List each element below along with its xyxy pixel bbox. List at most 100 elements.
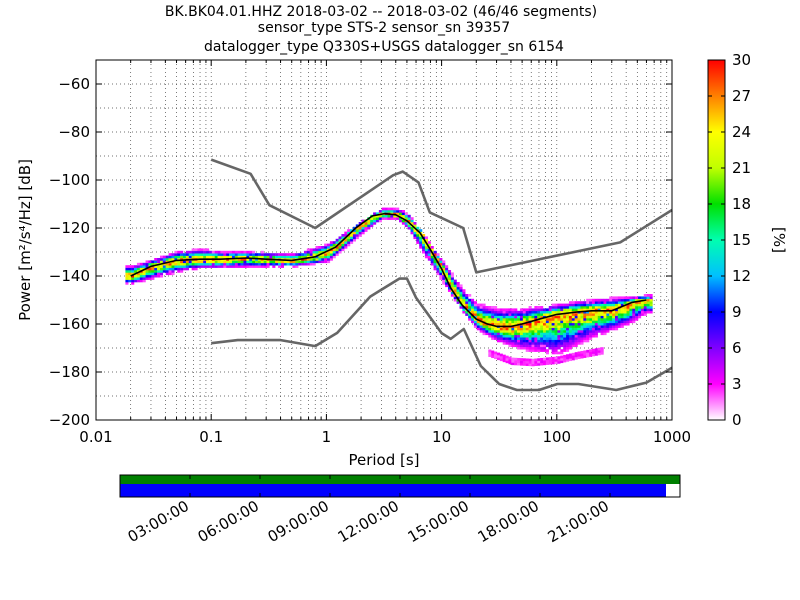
heatmap-cell (528, 332, 532, 336)
heatmap-cell (476, 327, 480, 331)
heatmap-cell (145, 262, 149, 266)
y-tick-label: −100 (49, 171, 90, 189)
heatmap-cell (600, 301, 604, 304)
heatmap-cell (249, 265, 253, 268)
heatmap-cell (174, 250, 178, 254)
heatmap-cell (511, 334, 515, 338)
heatmap-cell (557, 318, 561, 321)
heatmap-cell (537, 332, 541, 336)
heatmap-cell (174, 255, 178, 259)
heatmap-cell (505, 313, 509, 316)
heatmap-cell (439, 260, 443, 264)
heatmap-cell (151, 272, 155, 276)
heatmap-cell (197, 265, 201, 268)
heatmap-cell (125, 272, 129, 276)
heatmap-cell (422, 246, 426, 249)
heatmap-cell (540, 349, 544, 352)
heatmap-cell (499, 337, 503, 340)
heatmap-cell (234, 262, 238, 266)
heatmap-cell (519, 308, 524, 312)
heatmap-cell (243, 250, 247, 254)
heatmap-cell (465, 298, 469, 302)
heatmap-cell (142, 274, 146, 278)
heatmap-cell (459, 294, 463, 297)
heatmap-cell (591, 348, 596, 352)
heatmap-cell (148, 262, 152, 266)
heatmap-cell (194, 248, 198, 252)
time-tick-label: 12:00:00 (335, 497, 402, 546)
heatmap-cell (249, 260, 253, 264)
heatmap-cell (312, 248, 316, 252)
heatmap-cell (309, 260, 313, 264)
heatmap-cell (586, 327, 590, 331)
heatmap-cell (583, 332, 587, 336)
heatmap-cell (479, 306, 483, 309)
heatmap-cell (485, 313, 489, 316)
heatmap-cell (165, 270, 169, 273)
colorbar-tick-label: 21 (732, 159, 751, 177)
heatmap-cell (609, 303, 613, 307)
heatmap-cell (571, 325, 575, 328)
heatmap-cell (136, 274, 141, 278)
heatmap-cell (171, 272, 175, 276)
heatmap-cell (191, 260, 195, 264)
heatmap-cell (134, 265, 138, 268)
heatmap-cell (442, 282, 446, 285)
heatmap-cell (364, 229, 368, 232)
heatmap-cell (246, 258, 250, 261)
heatmap-cell (269, 262, 273, 266)
heatmap-cell (545, 320, 549, 324)
heatmap-cell (543, 310, 547, 314)
heatmap-cell (514, 325, 518, 328)
heatmap-cell (528, 361, 532, 364)
heatmap-cell (577, 330, 581, 333)
heatmap-cell (505, 330, 509, 333)
heatmap-cell (260, 260, 264, 264)
heatmap-cell (514, 360, 518, 363)
heatmap-cell (557, 320, 561, 324)
heatmap-cell (252, 253, 256, 256)
heatmap-cell (557, 327, 561, 331)
heatmap-cell (491, 318, 495, 321)
heatmap-cell (632, 310, 636, 314)
heatmap-cell (528, 327, 532, 331)
title-line: sensor_type STS-2 sensor_sn 39357 (258, 20, 510, 36)
heatmap-cell (318, 250, 322, 254)
heatmap-cell (145, 260, 149, 264)
heatmap-cell (447, 274, 452, 278)
heatmap-cell (433, 265, 437, 268)
heatmap-cell (508, 332, 512, 336)
heatmap-cell (335, 246, 339, 249)
heatmap-cell (571, 334, 575, 338)
heatmap-cell (344, 243, 348, 247)
heatmap-cell (303, 250, 308, 254)
heatmap-cell (537, 313, 541, 316)
heatmap-cell (566, 308, 570, 312)
heatmap-cell (632, 315, 636, 319)
heatmap-cell (404, 224, 408, 228)
heatmap-cell (491, 332, 495, 336)
title-line: datalogger_type Q330S+USGS datalogger_sn… (204, 39, 564, 55)
heatmap-cell (341, 241, 345, 244)
time-tick-label: 09:00:00 (265, 497, 332, 546)
heatmap-cell (473, 301, 477, 304)
heatmap-cell (494, 318, 498, 321)
heatmap-cell (220, 265, 224, 268)
heatmap-cell (462, 291, 466, 295)
heatmap-cell (318, 260, 322, 264)
heatmap-cell (399, 212, 403, 216)
heatmap-cell (321, 260, 325, 264)
heatmap-cell (617, 320, 621, 324)
heatmap-cell (589, 306, 593, 309)
heatmap-cell (416, 238, 420, 242)
heatmap-cell (191, 250, 195, 254)
heatmap-cell (528, 337, 532, 340)
heatmap-cell (537, 306, 541, 309)
heatmap-cell (494, 313, 498, 316)
heatmap-cell (499, 327, 503, 331)
heatmap-cell (249, 258, 253, 261)
heatmap-cell (145, 265, 149, 268)
heatmap-cell (237, 253, 241, 256)
heatmap-cell (554, 337, 558, 340)
heatmap-cell (240, 258, 244, 261)
